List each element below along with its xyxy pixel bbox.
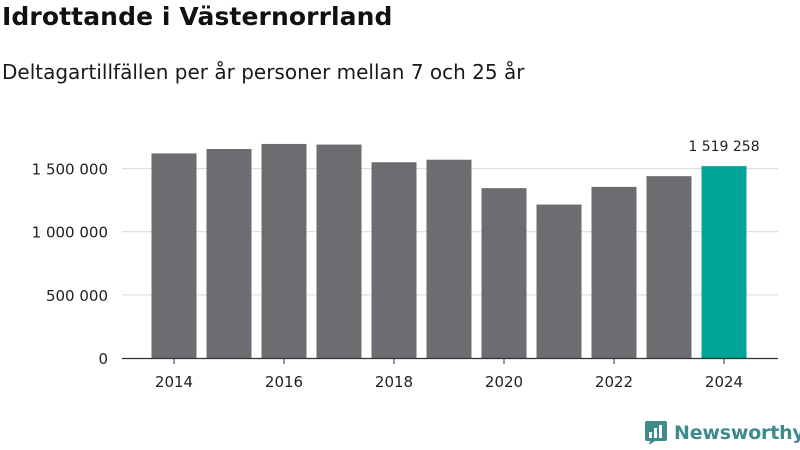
x-tick-label: 2016 [265,373,303,391]
newsworthy-logo: Newsworthy [644,418,800,448]
bar-2023 [646,176,692,358]
bar-2021 [536,204,582,358]
bar-2015 [206,148,252,358]
y-tick-label: 1 000 000 [32,224,108,242]
chart-title: Idrottande i Västernorrland [2,2,393,31]
x-axis: 2014 2016 2018 2020 2022 2024 [122,357,778,391]
data-label-2024: 1 519 258 [688,139,759,155]
bar-2020 [481,188,527,358]
brand-name: Newsworthy [674,422,800,444]
x-tick-label: 2022 [595,373,633,391]
x-tick-label: 2024 [705,373,743,391]
y-axis-ticks: 0 500 000 1 000 000 1 500 000 [32,161,108,368]
x-tick-label: 2018 [375,373,413,391]
bar-2014 [151,153,197,358]
bar-2022 [591,186,637,358]
x-tick-label: 2014 [155,373,193,391]
bar-2024 [701,166,747,358]
bars [151,143,747,358]
bar-2016 [261,143,307,358]
bar-2017 [316,144,362,358]
annotations: 1 519 258 [688,139,759,155]
x-tick-label: 2020 [485,373,523,391]
chart-subtitle: Deltagartillfällen per år personer mella… [2,60,525,84]
y-tick-label: 1 500 000 [32,161,108,179]
bar-2018 [371,162,417,358]
bar-chart-logo-icon [645,421,667,445]
y-tick-label: 500 000 [46,287,108,305]
bar-2019 [426,159,472,358]
y-tick-label: 0 [98,350,108,368]
